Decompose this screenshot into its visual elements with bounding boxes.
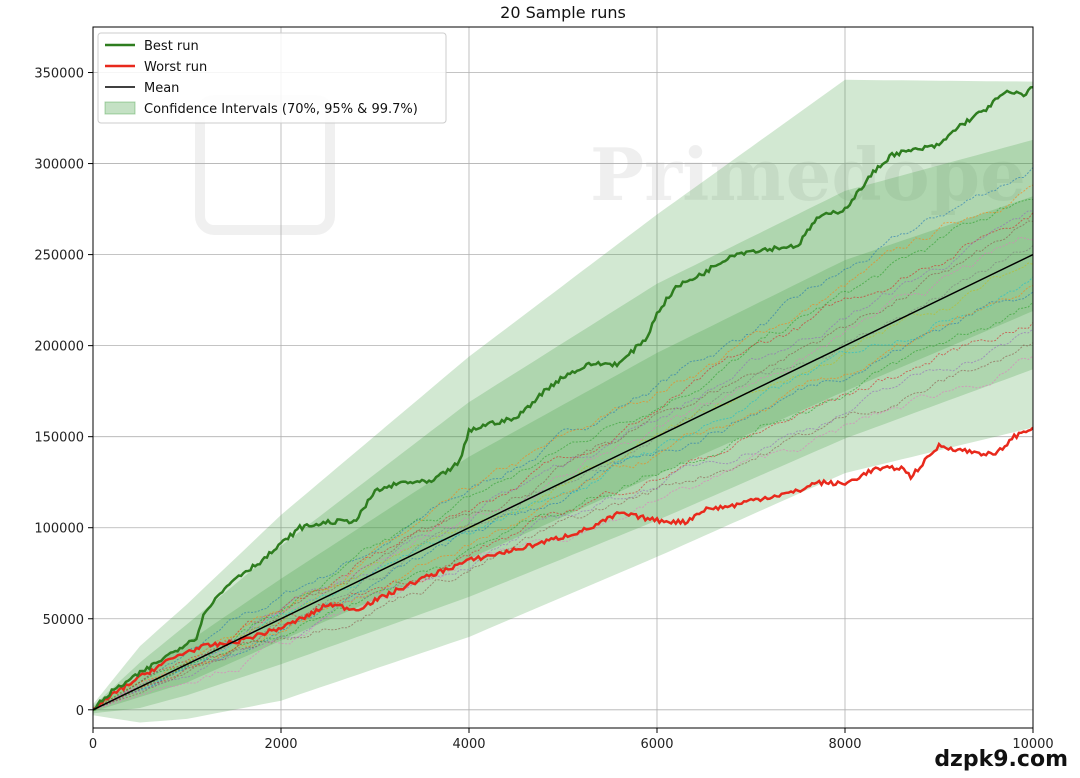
- x-tick-label: 6000: [640, 737, 673, 752]
- sample-run-line: [93, 198, 1033, 711]
- axis-ticks: 0 2000 4000 6000 8000 10000050000100000150000…: [34, 67, 1053, 752]
- y-tick-label: 200000: [34, 340, 84, 355]
- worst-run-line: [93, 426, 1033, 711]
- legend-best-run-label: Best run: [144, 39, 199, 54]
- sample-run-line: [93, 212, 1033, 711]
- confidence-band-70pct: [93, 196, 1033, 712]
- sample-run-line: [93, 291, 1033, 711]
- best-run-line: [93, 85, 1033, 711]
- sample-run-line: [93, 342, 1033, 711]
- sample-run-line: [93, 262, 1033, 711]
- y-tick-label: 100000: [34, 522, 84, 537]
- watermark-text: Primedope: [590, 132, 1026, 217]
- plot-content: [93, 79, 1033, 723]
- x-tick-label: 4000: [452, 737, 485, 752]
- sample-run-line: [93, 184, 1033, 711]
- site-watermark: dzpk9.com: [934, 747, 1068, 772]
- sample-run-line: [93, 285, 1033, 711]
- legend-box: [97, 32, 447, 124]
- legend-worst-run-label: Worst run: [144, 60, 207, 75]
- plot-area: [93, 79, 1033, 723]
- legend-confidence-intervals-swatch: [104, 101, 136, 115]
- sample-run-line: [93, 237, 1033, 711]
- y-tick-label: 350000: [34, 67, 84, 82]
- sample-run-line: [93, 210, 1033, 711]
- sample-run-line: [93, 355, 1033, 711]
- x-tick-label: 10000: [1012, 737, 1053, 752]
- y-tick-label: 150000: [34, 431, 84, 446]
- confidence-band-99-7pct: [93, 79, 1033, 723]
- sample-run-line: [93, 220, 1033, 711]
- x-tick-label: 8000: [828, 737, 861, 752]
- sample-run-line: [93, 328, 1033, 711]
- chart-title: 20 Sample runs: [500, 3, 626, 22]
- sample-run-line: [93, 167, 1033, 711]
- x-tick-label: 0: [89, 737, 97, 752]
- y-tick-label: 50000: [43, 613, 84, 628]
- primedope-watermark: Primedope: [195, 95, 1026, 235]
- axes-frame: [92, 26, 1034, 729]
- legend-mean-label: Mean: [144, 81, 179, 96]
- y-tick-label: 0: [76, 704, 84, 719]
- sample-run-line: [93, 276, 1033, 711]
- confidence-band-95pct: [93, 139, 1033, 714]
- mean-line: [93, 253, 1033, 711]
- x-tick-label: 2000: [264, 737, 297, 752]
- y-tick-label: 300000: [34, 158, 84, 173]
- sample-run-line: [93, 322, 1033, 711]
- legend: Best run Worst run Mean Confidence Interval…: [97, 32, 447, 124]
- y-tick-label: 250000: [34, 249, 84, 264]
- legend-confidence-intervals-label: Confidence Intervals (70%, 95% & 99.7%): [144, 102, 418, 117]
